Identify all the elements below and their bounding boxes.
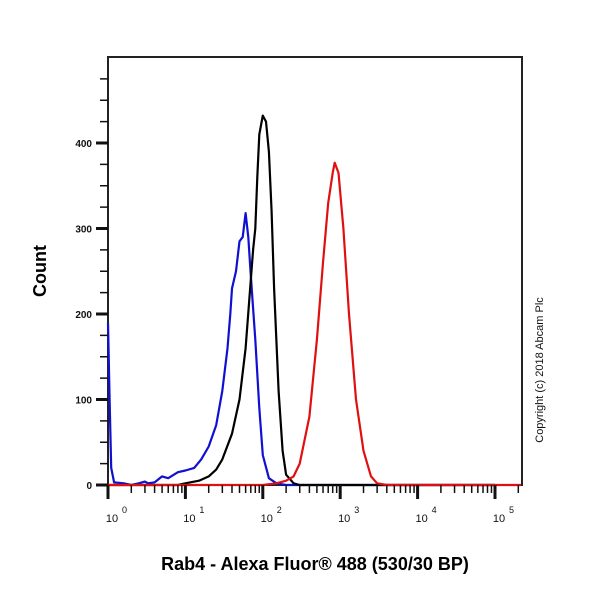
series-layer <box>106 114 521 487</box>
x-tick-exponent: 2 <box>277 505 282 515</box>
x-tick-exponent: 3 <box>354 505 359 515</box>
x-tick-exponent: 0 <box>122 505 127 515</box>
x-axis-label: Rab4 - Alexa Fluor® 488 (530/30 BP) <box>161 554 469 574</box>
series-black-line <box>108 114 495 487</box>
y-axis: 0 100 200 300 400 <box>75 78 108 492</box>
plot-frame <box>107 56 523 486</box>
y-tick-label: 300 <box>75 225 92 236</box>
x-tick-label: 10 <box>261 513 273 525</box>
x-tick-exponent: 5 <box>509 505 514 515</box>
y-tick-label: 0 <box>86 481 92 492</box>
y-axis-label: Count <box>30 245 50 297</box>
x-tick-label: 10 <box>183 513 195 525</box>
series-blue-line <box>106 212 495 487</box>
x-tick-exponent: 1 <box>199 505 204 515</box>
x-tick-label: 10 <box>338 513 350 525</box>
y-tick-label: 100 <box>75 396 92 407</box>
x-tick-exponent: 4 <box>432 505 437 515</box>
x-tick-label: 10 <box>106 513 118 525</box>
copyright-notice: Copyright (c) 2018 Abcam Plc <box>534 297 546 443</box>
x-tick-label: 10 <box>493 513 505 525</box>
x-axis: 10 0 10 1 10 2 10 3 10 4 10 5 <box>106 485 520 525</box>
series-red-line <box>108 161 521 487</box>
y-tick-label: 400 <box>75 139 92 150</box>
y-tick-label: 200 <box>75 310 92 321</box>
x-tick-label: 10 <box>415 513 427 525</box>
